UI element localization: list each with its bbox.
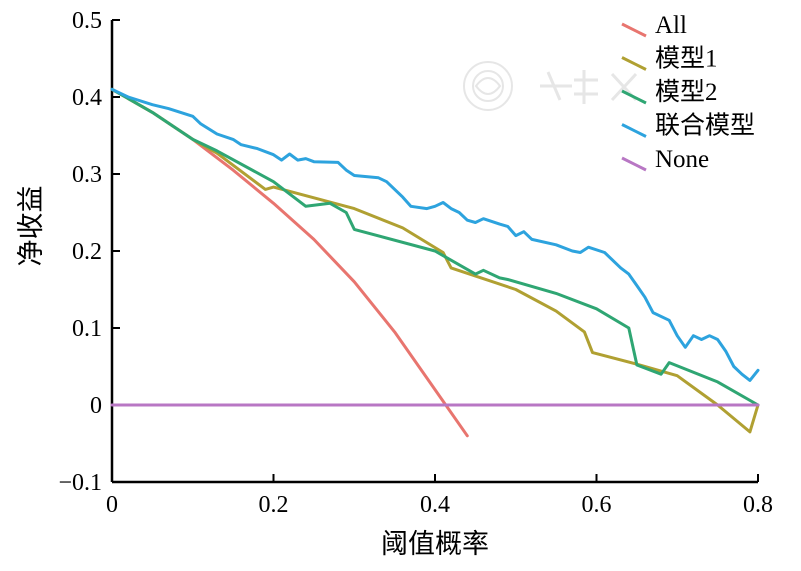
- y-tick-label: 0.2: [72, 239, 102, 265]
- legend-label: 联合模型: [655, 112, 755, 140]
- legend: All 模型1 模型2 联合模型 None: [621, 12, 755, 173]
- legend-label: 模型1: [655, 45, 718, 73]
- y-tick-label: 0.4: [72, 85, 102, 111]
- legend-label: None: [655, 146, 709, 173]
- legend-swatch: [621, 123, 647, 138]
- legend-swatch: [621, 22, 647, 38]
- x-tick-label: 0: [106, 492, 118, 518]
- x-tick-label: 0.6: [582, 492, 612, 518]
- x-tick-label: 0.2: [259, 492, 289, 518]
- y-tick-label: −0.1: [58, 470, 102, 496]
- watermark-text: [540, 70, 638, 104]
- y-tick-label: 0.5: [72, 8, 102, 34]
- series-line-模型2: [110, 87, 760, 407]
- x-tick-label: 0.4: [420, 492, 450, 518]
- y-tick-label: 0.3: [72, 162, 102, 188]
- legend-label: 模型2: [655, 78, 718, 106]
- x-axis-title: 阈值概率: [381, 529, 489, 559]
- legend-swatch: [621, 156, 647, 172]
- y-axis-title: 净收益: [16, 186, 46, 267]
- x-tick-label: 0.8: [743, 492, 773, 518]
- series-line-All: [110, 87, 469, 438]
- y-tick-label: 0.1: [72, 316, 102, 342]
- series-line-联合模型: [110, 87, 760, 382]
- y-tick-label: 0: [90, 393, 102, 419]
- legend-swatch: [621, 89, 647, 105]
- watermark-seal: [463, 61, 513, 111]
- axes: 0 0.2 0.4 0.6 0.8−0.100.10.20.30.40.5: [58, 8, 773, 518]
- series-layer: [110, 87, 760, 438]
- series-line-模型1: [110, 87, 760, 434]
- legend-swatch: [621, 56, 647, 71]
- legend-label: All: [655, 12, 687, 39]
